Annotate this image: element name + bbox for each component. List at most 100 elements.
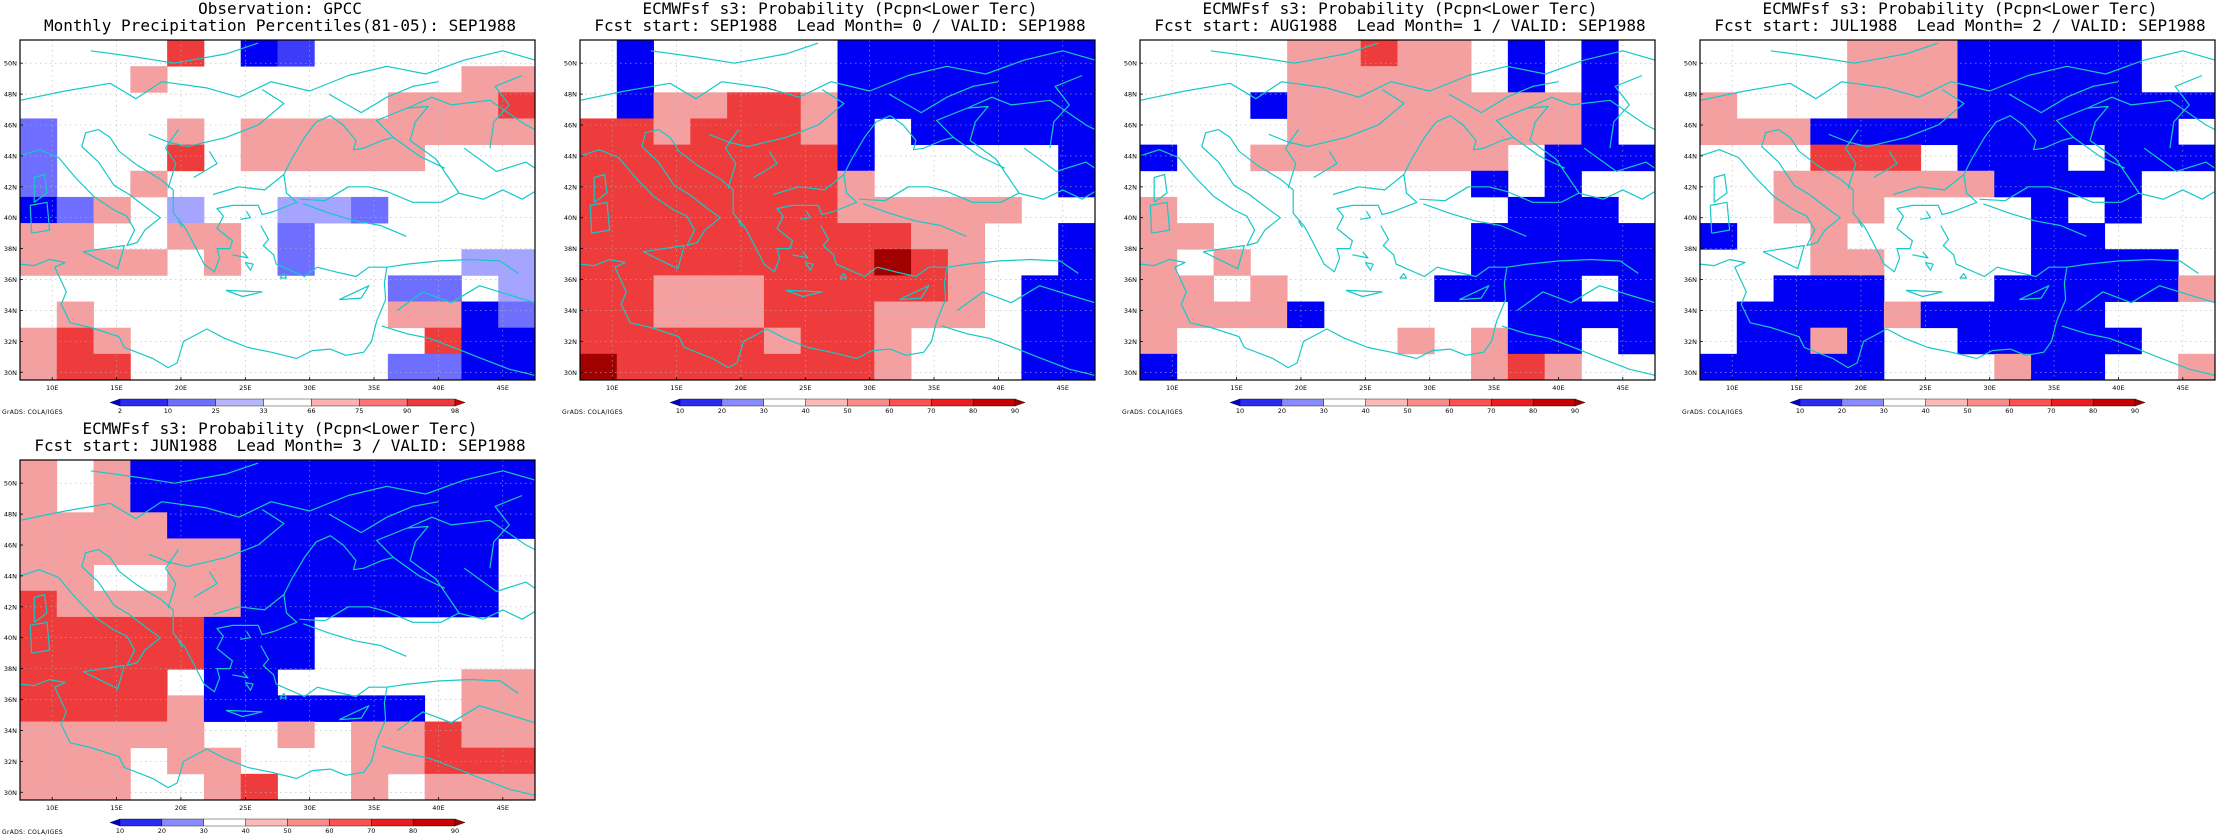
colorbar-label: 90 (1011, 407, 1019, 415)
grid-cell (653, 144, 691, 172)
grid-cell (837, 223, 875, 250)
grid-cell (947, 118, 986, 146)
grid-cell (20, 721, 58, 749)
grid-cell (498, 695, 536, 722)
grid-cell (690, 92, 728, 119)
grid-cell (277, 512, 315, 539)
grid-cell (277, 460, 315, 487)
grid-cell (203, 512, 242, 539)
grid-cell (1213, 301, 1251, 329)
grid-cell (20, 196, 58, 224)
grid-cell (56, 747, 94, 775)
x-tick-label: 35E (928, 384, 940, 392)
grid-cell (616, 92, 654, 119)
grid-cell (690, 144, 728, 172)
colorbar: 10 20 30 40 50 60 70 80 90 (109, 818, 466, 835)
colorbar-arrow-low (109, 398, 121, 407)
grid-cell (56, 773, 94, 801)
grid-cell (911, 196, 949, 224)
grid-cell (20, 118, 58, 146)
colorbar-label: 66 (307, 407, 315, 415)
grid-cell (2141, 249, 2179, 276)
probability-map: 50N 48N 46N 44N 42N 40N 38N 36N 34N 32N 30N 10E 15E 2… (564, 39, 1096, 415)
grid-cell (2104, 118, 2142, 146)
grid-cell (1883, 170, 1922, 198)
grid-cell (424, 773, 462, 801)
grid-cell (387, 564, 426, 592)
grid-cell (20, 327, 58, 355)
grid-cell (837, 40, 875, 67)
grid-cell (1581, 118, 1619, 146)
grid-cell (20, 564, 58, 592)
colorbar-segment (1449, 398, 1492, 407)
y-tick-label: 44N (564, 152, 577, 160)
grid-cell (1176, 223, 1214, 250)
grid-cell (1810, 144, 1848, 172)
grid-cell (1736, 327, 1774, 355)
grid-cell (93, 669, 131, 696)
grid-cell (1847, 144, 1885, 172)
colorbar: 2 10 25 33 66 75 90 98 (109, 398, 466, 415)
x-tick-label: 45E (1057, 384, 1069, 392)
grid-cell (167, 118, 205, 146)
grid-cell (351, 695, 389, 722)
colorbar-segment (1323, 398, 1366, 407)
colorbar-segment (311, 398, 360, 407)
y-tick-label: 36N (4, 276, 17, 284)
grid-cell (240, 460, 278, 487)
grid-cell (1287, 66, 1325, 93)
grid-cell (424, 590, 462, 618)
y-tick-label: 38N (4, 245, 17, 253)
grid-cell (1773, 196, 1811, 224)
grid-cell (93, 486, 131, 513)
grid-cell (1434, 144, 1472, 172)
colorbar-label: 80 (1529, 407, 1537, 415)
grid-cell (2067, 301, 2106, 329)
grid-cell (1058, 223, 1096, 250)
y-tick-label: 34N (4, 307, 17, 315)
grid-cell (1397, 66, 1435, 93)
y-tick-label: 40N (564, 214, 577, 222)
colorbar-segment (329, 818, 372, 827)
panel-forecast-lead-2: ECMWFsf s3: Probability (Pcpn<Lower Terc… (1680, 0, 2240, 420)
x-tick-label: 20E (175, 384, 187, 392)
grid-cell (911, 40, 949, 67)
colorbar-label: 60 (2005, 407, 2013, 415)
grid-cell (1581, 301, 1619, 329)
y-tick-label: 32N (4, 338, 17, 346)
grid-cell (20, 669, 58, 696)
grid-cell (763, 170, 802, 198)
grid-cell (461, 327, 499, 355)
grid-cell (1994, 353, 2032, 381)
grid-cell (498, 721, 536, 749)
grid-cell (616, 196, 654, 224)
grid-cell (1581, 66, 1619, 93)
grid-cell (1471, 353, 1509, 381)
grid-cell (727, 353, 765, 381)
grid-cell (911, 301, 949, 329)
grid-cell (1994, 66, 2032, 93)
grid-cell (130, 170, 168, 198)
grid-cell (837, 144, 875, 172)
x-tick-label: 10E (1166, 384, 1178, 392)
x-tick-label: 25E (799, 384, 811, 392)
colorbar-label: 20 (1278, 407, 1286, 415)
grid-cell (1618, 301, 1656, 329)
colorbar-segment (679, 398, 723, 407)
x-tick-label: 30E (303, 384, 315, 392)
grid-cell (727, 301, 765, 329)
grid-cell (874, 66, 912, 93)
grid-cell (240, 144, 278, 172)
panel-forecast-lead-1: ECMWFsf s3: Probability (Pcpn<Lower Terc… (1120, 0, 1680, 420)
grid-cell (1360, 118, 1398, 146)
grid-cell (1021, 118, 1059, 146)
grid-cell (2067, 40, 2106, 67)
grid-cell (947, 196, 986, 224)
grid-cell (1471, 223, 1509, 250)
grid-cell (1810, 353, 1848, 381)
x-tick-label: 15E (110, 384, 122, 392)
grid-cell (1994, 301, 2032, 329)
y-tick-label: 40N (1124, 214, 1137, 222)
grid-cell (424, 747, 462, 775)
grid-cell (387, 301, 426, 329)
